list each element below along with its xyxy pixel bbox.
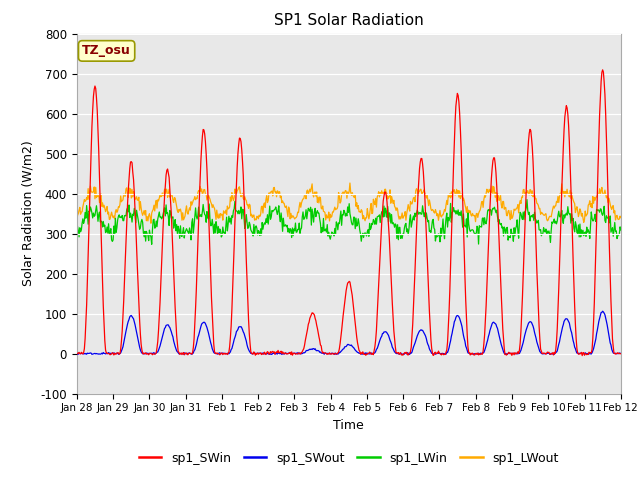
- Legend: sp1_SWin, sp1_SWout, sp1_LWin, sp1_LWout: sp1_SWin, sp1_SWout, sp1_LWin, sp1_LWout: [134, 447, 564, 469]
- X-axis label: Time: Time: [333, 419, 364, 432]
- Text: TZ_osu: TZ_osu: [82, 44, 131, 58]
- Y-axis label: Solar Radiation (W/m2): Solar Radiation (W/m2): [22, 141, 35, 287]
- Title: SP1 Solar Radiation: SP1 Solar Radiation: [274, 13, 424, 28]
